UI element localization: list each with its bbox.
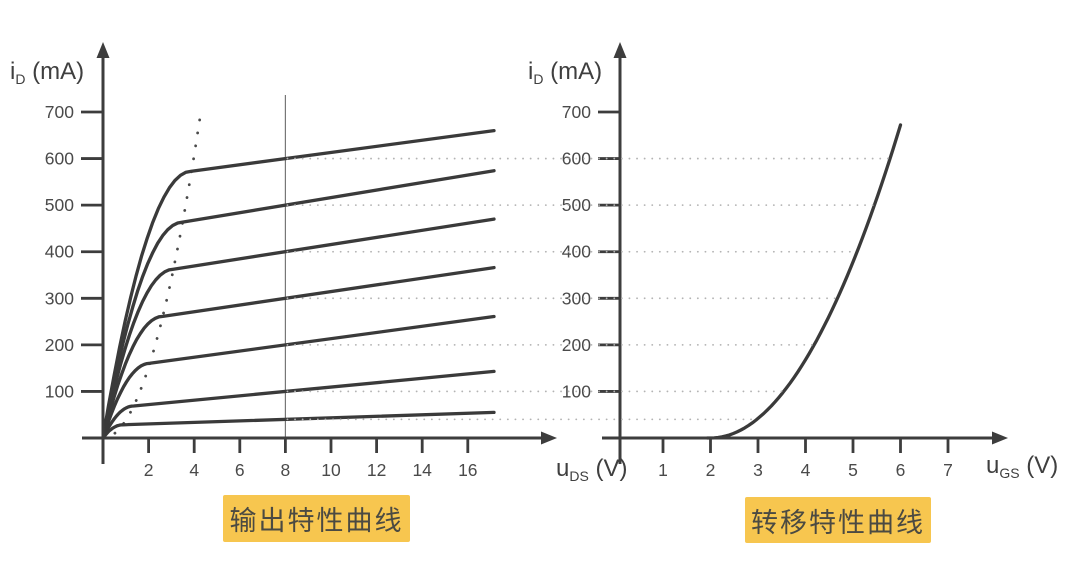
y-tick-label: 100 [45,381,74,401]
y-tick-label: 700 [45,102,74,122]
x-axis-arrow-icon [541,431,557,445]
y-tick-label: 300 [45,288,74,308]
x-tick-label: 4 [801,460,811,480]
x-tick-label: 16 [458,460,477,480]
transfer-chart-caption: 转移特性曲线 [745,497,931,543]
y-tick-label: 400 [45,242,74,262]
transfer-y-axis-label: iD (mA) [528,58,603,87]
y-axis-arrow-icon [613,42,627,58]
output-chart-caption: 输出特性曲线 [223,495,410,542]
y-tick-label: 200 [45,335,74,355]
x-tick-label: 1 [658,460,668,480]
output-curve-5 [101,314,496,440]
x-tick-label: 5 [848,460,858,480]
y-tick-label: 700 [562,102,591,122]
x-tick-label: 4 [189,460,199,480]
x-tick-label: 6 [896,460,906,480]
saturation-boundary-curve [113,106,203,435]
output-curve-1 [101,128,496,440]
x-tick-label: 6 [235,460,245,480]
x-tick-label: 12 [367,460,386,480]
x-tick-label: 8 [281,460,291,480]
x-tick-label: 10 [321,460,341,480]
transfer-x-axis-label: uGS (V) [986,452,1059,481]
output-curve-3 [101,217,496,440]
output-curve-2 [101,169,496,440]
x-tick-label: 14 [412,460,432,480]
x-tick-label: 2 [144,460,154,480]
x-axis-arrow-icon [992,431,1008,445]
output-curve-7 [101,410,496,440]
output-curve-4 [101,265,496,440]
y-tick-label: 500 [45,195,74,215]
x-tick-label: 7 [943,460,953,480]
x-tick-label: 3 [753,460,763,480]
output-x-axis-label: uDS (V) [556,455,628,484]
output-y-axis-label: iD (mA) [10,58,85,87]
output-curve-6 [101,369,496,440]
y-axis-arrow-icon [96,42,110,58]
x-tick-label: 2 [706,460,716,480]
transfer-curve [705,123,903,440]
y-tick-label: 600 [45,149,74,169]
output-chart: 2 4 6 8 10 12 14 16 100 200 300 400 500 600 700 [45,42,557,480]
